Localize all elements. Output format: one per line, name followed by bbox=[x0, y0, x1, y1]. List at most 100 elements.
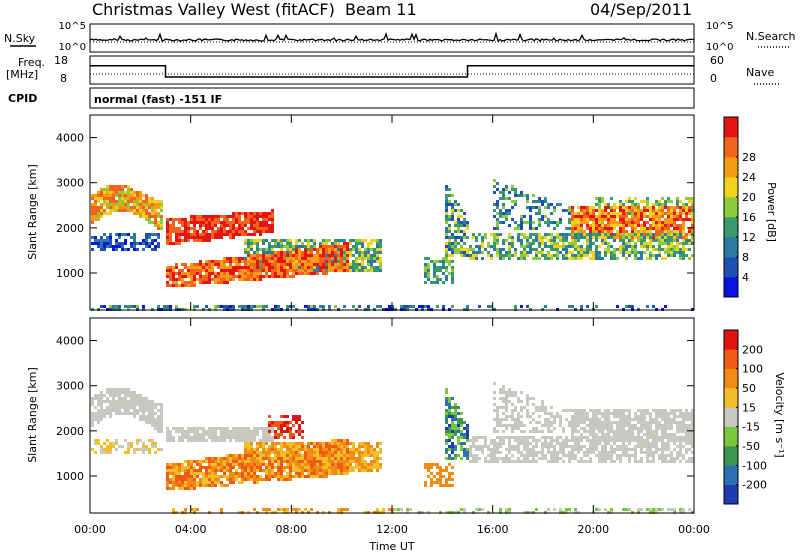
heatmap-cell bbox=[253, 427, 256, 430]
heatmap-cell bbox=[211, 236, 214, 239]
heatmap-cell bbox=[604, 218, 607, 221]
heatmap-cell bbox=[112, 442, 115, 445]
heatmap-cell bbox=[289, 460, 292, 463]
heatmap-cell bbox=[151, 418, 154, 421]
heatmap-cell bbox=[610, 430, 613, 433]
heatmap-cell bbox=[562, 427, 565, 430]
heatmap-cell bbox=[280, 263, 283, 266]
heatmap-cell bbox=[673, 421, 676, 424]
heatmap-cell bbox=[322, 463, 325, 466]
heatmap-cell bbox=[658, 239, 661, 242]
heatmap-cell bbox=[331, 242, 334, 245]
heatmap-cell bbox=[205, 269, 208, 272]
heatmap-cell bbox=[424, 266, 427, 269]
heatmap-cell bbox=[457, 251, 460, 254]
heatmap-cell bbox=[358, 445, 361, 448]
heatmap-cell bbox=[103, 248, 106, 251]
heatmap-cell bbox=[193, 284, 196, 287]
heatmap-cell bbox=[517, 415, 520, 418]
heatmap-cell bbox=[157, 424, 160, 427]
heatmap-cell bbox=[619, 421, 622, 424]
heatmap-cell bbox=[127, 394, 130, 397]
heatmap-cell bbox=[169, 242, 172, 245]
heatmap-cell bbox=[514, 200, 517, 203]
heatmap-cell bbox=[610, 230, 613, 233]
heatmap-cell bbox=[481, 251, 484, 254]
heatmap-cell bbox=[175, 227, 178, 230]
heatmap-cell bbox=[622, 448, 625, 451]
heatmap-cell bbox=[175, 475, 178, 478]
heatmap-cell bbox=[532, 397, 535, 400]
heatmap-cell bbox=[541, 254, 544, 257]
heatmap-cell bbox=[478, 233, 481, 236]
heatmap-cell bbox=[634, 451, 637, 454]
heatmap-cell bbox=[613, 254, 616, 257]
heatmap-cell bbox=[592, 424, 595, 427]
heatmap-cell bbox=[550, 424, 553, 427]
heatmap-cell bbox=[91, 197, 94, 200]
heatmap-cell bbox=[355, 460, 358, 463]
heatmap-cell bbox=[520, 245, 523, 248]
heatmap-cell bbox=[271, 469, 274, 472]
heatmap-cell bbox=[514, 421, 517, 424]
heatmap-cell bbox=[94, 406, 97, 409]
heatmap-cell bbox=[100, 194, 103, 197]
heatmap-cell bbox=[313, 475, 316, 478]
heatmap-cell bbox=[667, 248, 670, 251]
heatmap-cell bbox=[319, 457, 322, 460]
heatmap-cell bbox=[628, 197, 631, 200]
heatmap-cell bbox=[622, 227, 625, 230]
heatmap-cell bbox=[319, 451, 322, 454]
heatmap-cell bbox=[220, 475, 223, 478]
heatmap-cell bbox=[628, 430, 631, 433]
heatmap-cell bbox=[328, 472, 331, 475]
heatmap-cell bbox=[607, 457, 610, 460]
heatmap-cell bbox=[169, 236, 172, 239]
heatmap-cell bbox=[223, 272, 226, 275]
heatmap-cell bbox=[508, 424, 511, 427]
heatmap-cell bbox=[253, 454, 256, 457]
heatmap-cell bbox=[133, 305, 136, 308]
heatmap-cell bbox=[553, 221, 556, 224]
heatmap-cell bbox=[616, 215, 619, 218]
heatmap-cell bbox=[103, 245, 106, 248]
heatmap-cell bbox=[208, 266, 211, 269]
heatmap-cell bbox=[250, 242, 253, 245]
heatmap-cell bbox=[496, 421, 499, 424]
heatmap-cell bbox=[541, 442, 544, 445]
heatmap-cell bbox=[544, 412, 547, 415]
heatmap-cell bbox=[670, 427, 673, 430]
heatmap-cell bbox=[214, 272, 217, 275]
heatmap-cell bbox=[331, 472, 334, 475]
heatmap-cell bbox=[97, 239, 100, 242]
heatmap-cell bbox=[190, 475, 193, 478]
heatmap-cell bbox=[664, 457, 667, 460]
heatmap-cell bbox=[166, 466, 169, 469]
heatmap-cell bbox=[127, 305, 130, 308]
heatmap-cell bbox=[205, 281, 208, 284]
heatmap-cell bbox=[151, 221, 154, 224]
heatmap-cell bbox=[175, 305, 178, 308]
heatmap-cell bbox=[121, 388, 124, 391]
heatmap-cell bbox=[619, 230, 622, 233]
heatmap-cell bbox=[139, 203, 142, 206]
heatmap-cell bbox=[220, 436, 223, 439]
heatmap-cell bbox=[664, 430, 667, 433]
heatmap-cell bbox=[340, 260, 343, 263]
heatmap-cell bbox=[670, 200, 673, 203]
heatmap-cell bbox=[298, 263, 301, 266]
heatmap-cell bbox=[532, 430, 535, 433]
heatmap-cell bbox=[538, 245, 541, 248]
heatmap-cell bbox=[661, 436, 664, 439]
heatmap-cell bbox=[310, 248, 313, 251]
heatmap-cell bbox=[373, 248, 376, 251]
heatmap-cell bbox=[256, 260, 259, 263]
heatmap-cell bbox=[547, 203, 550, 206]
heatmap-cell bbox=[445, 188, 448, 191]
heatmap-cell bbox=[247, 275, 250, 278]
heatmap-cell bbox=[196, 460, 199, 463]
heatmap-cell bbox=[166, 233, 169, 236]
heatmap-cell bbox=[598, 215, 601, 218]
heatmap-cell bbox=[301, 466, 304, 469]
heatmap-cell bbox=[118, 397, 121, 400]
